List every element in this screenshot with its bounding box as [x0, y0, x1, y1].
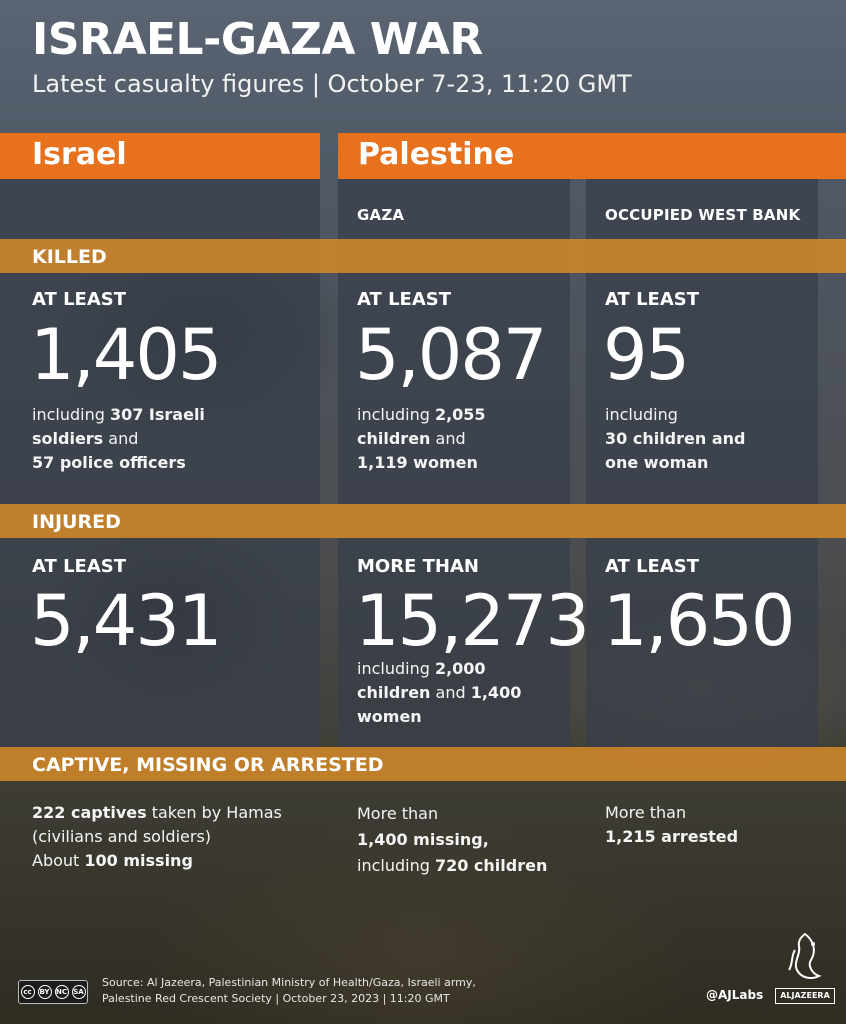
gaza-column: [338, 179, 570, 747]
west-bank-label: OCCUPIED WEST BANK: [605, 206, 801, 224]
gaza-injured-note: including 2,000 children and 1,400 women: [357, 659, 522, 726]
gaza-killed-value: 5,087: [355, 314, 547, 396]
west-bank-killed-value: 95: [603, 314, 690, 396]
israel-killed-value: 1,405: [30, 314, 222, 396]
gaza-label: GAZA: [357, 206, 405, 224]
west-bank-killed-qualifier: AT LEAST: [605, 289, 700, 310]
israel-header-label: Israel: [32, 137, 127, 172]
injured-section-bar: INJURED: [0, 504, 846, 538]
israel-header: Israel: [0, 133, 320, 179]
israel-killed-note: including 307 Israeli soldiers and 57 po…: [32, 405, 205, 472]
nc-icon: NC: [54, 985, 69, 999]
palestine-header: Palestine: [338, 133, 846, 179]
israel-captive-note: 222 captives taken by Hamas (civilians a…: [32, 803, 282, 870]
israel-killed-qualifier: AT LEAST: [32, 289, 127, 310]
west-bank-injured-qualifier: AT LEAST: [605, 556, 700, 577]
captive-label: CAPTIVE, MISSING OR ARRESTED: [32, 754, 384, 776]
palestine-header-label: Palestine: [358, 137, 515, 172]
creative-commons-badge: cc BY NC SA: [18, 980, 88, 1004]
gaza-killed-qualifier: AT LEAST: [357, 289, 452, 310]
aljazeera-logo-icon: [788, 932, 822, 979]
west-bank-column: [586, 179, 818, 747]
west-bank-captive-note: More than 1,215 arrested: [605, 803, 739, 846]
israel-injured-value: 5,431: [30, 580, 222, 662]
page-subtitle: Latest casualty figures | October 7-23, …: [32, 70, 632, 98]
cc-icon: cc: [20, 985, 35, 999]
ajlabs-handle: @AJLabs: [706, 988, 764, 1002]
gaza-injured-qualifier: MORE THAN: [357, 556, 479, 577]
israel-column: [0, 179, 320, 747]
injured-label: INJURED: [32, 511, 121, 533]
gaza-killed-note: including 2,055 children and 1,119 women: [357, 405, 486, 472]
west-bank-killed-note: including 30 children and one woman: [605, 405, 746, 472]
gaza-captive-note: More than 1,400 missing, including 720 c…: [357, 804, 548, 875]
gaza-injured-value: 15,273: [355, 580, 590, 662]
killed-section-bar: KILLED: [0, 239, 846, 273]
source-credit: Source: Al Jazeera, Palestinian Ministry…: [102, 976, 476, 1005]
by-icon: BY: [37, 985, 52, 999]
israel-injured-qualifier: AT LEAST: [32, 556, 127, 577]
west-bank-injured-value: 1,650: [603, 580, 795, 662]
captive-section-bar: CAPTIVE, MISSING OR ARRESTED: [0, 747, 846, 781]
sa-icon: SA: [71, 985, 86, 999]
page-title: ISRAEL-GAZA WAR: [32, 14, 483, 65]
aljazeera-wordmark: ALJAZEERA: [775, 988, 835, 1004]
killed-label: KILLED: [32, 246, 107, 268]
